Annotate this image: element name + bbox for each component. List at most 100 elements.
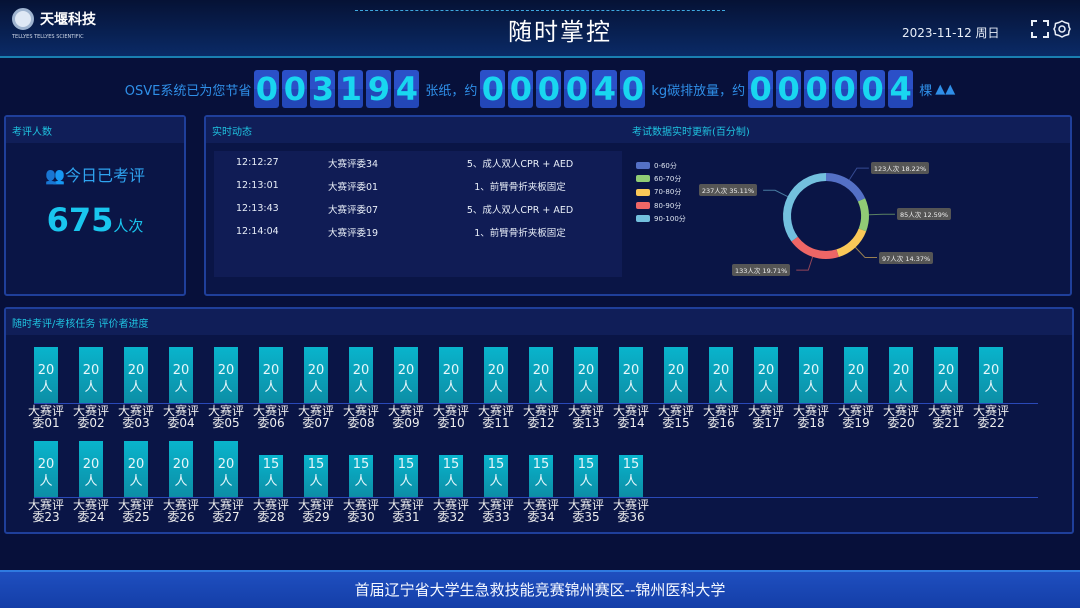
logo-mark-icon [12,8,34,30]
logo-text: 天堰科技 [40,12,96,28]
donut-slice[interactable] [826,173,866,202]
progress-bar[interactable]: 20 人 [169,441,193,497]
bar-label: 大赛评 委05 [207,404,244,430]
bar-unit: 人 [354,473,368,489]
counter-digit: 4 [888,70,914,108]
bar-label: 大赛评 委10 [432,404,469,430]
bar-unit: 人 [219,379,233,395]
bar-label: 大赛评 委23 [27,498,64,524]
progress-bar[interactable]: 20 人 [934,347,958,403]
bar-unit: 人 [579,379,593,395]
counter-digit: 1 [338,70,364,108]
bar-label: 大赛评 委36 [612,498,649,524]
progress-bar[interactable]: 20 人 [259,347,283,403]
legend-label: 0-60分 [654,161,677,170]
panel-title: 实时动态 [206,117,1070,143]
fullscreen-icon[interactable] [1031,20,1049,38]
chart-title: 考试数据实时更新(百分制) [632,127,750,138]
bar-label: 大赛评 委31 [387,498,424,524]
progress-bar[interactable]: 20 人 [79,347,103,403]
progress-bar[interactable]: 15 人 [484,455,508,497]
bar-label: 大赛评 委32 [432,498,469,524]
bar-value: 20 [937,363,955,378]
bar-label: 大赛评 委02 [72,404,109,430]
progress-bar[interactable]: 20 人 [799,347,823,403]
bar-label: 大赛评 委27 [207,498,244,524]
bar-value: 20 [397,363,415,378]
progress-bar[interactable]: 15 人 [259,455,283,497]
progress-bar[interactable]: 20 人 [484,347,508,403]
bar-unit: 人 [669,379,683,395]
progress-bar[interactable]: 20 人 [214,347,238,403]
bar-value: 20 [622,363,640,378]
progress-bar[interactable]: 20 人 [754,347,778,403]
progress-bar[interactable]: 20 人 [169,347,193,403]
bar-value: 20 [82,457,100,472]
progress-bar[interactable]: 20 人 [214,441,238,497]
bar-unit: 人 [264,379,278,395]
progress-bar[interactable]: 15 人 [349,455,373,497]
progress-bar[interactable]: 15 人 [574,455,598,497]
legend-swatch [636,202,650,210]
legend-item: 90-100分 [636,212,686,225]
progress-bar[interactable]: 20 人 [664,347,688,403]
progress-bar[interactable]: 15 人 [619,455,643,497]
bar-value: 15 [262,457,280,472]
progress-bar[interactable]: 20 人 [619,347,643,403]
progress-bar[interactable]: 15 人 [304,455,328,497]
bar-value: 20 [172,457,190,472]
chart-legend: 0-60分 60-70分 70-80分 80-90分 90-100分 [636,159,686,225]
progress-bar[interactable]: 20 人 [709,347,733,403]
bar-label: 大赛评 委07 [297,404,334,430]
progress-bar[interactable]: 15 人 [439,455,463,497]
logo: 天堰科技 TELLYES TELLYES SCIENTIFIC [12,8,96,40]
counter-digit: 0 [832,70,858,108]
progress-bar[interactable]: 20 人 [574,347,598,403]
progress-bar[interactable]: 20 人 [439,347,463,403]
counter-digit: 0 [620,70,646,108]
legend-swatch [636,188,650,196]
donut-slice[interactable] [791,236,839,259]
settings-icon[interactable] [1053,20,1071,38]
donut-slice[interactable] [783,173,826,242]
bar-value: 15 [577,457,595,472]
feed-cell: 1、前臂骨折夹板固定 [474,181,566,193]
bar-label: 大赛评 委04 [162,404,199,430]
counter-digit: 0 [564,70,590,108]
progress-bar[interactable]: 20 人 [34,347,58,403]
progress-bar[interactable]: 20 人 [79,441,103,497]
progress-bar[interactable]: 20 人 [304,347,328,403]
progress-bar[interactable]: 20 人 [124,347,148,403]
bar-unit: 人 [534,473,548,489]
legend-label: 80-90分 [654,201,682,210]
feed-row: 12:12:27 大赛评委34 5、成人双人CPR + AED [214,151,622,174]
progress-bar[interactable]: 20 人 [34,441,58,497]
progress-bar[interactable]: 20 人 [889,347,913,403]
progress-bar[interactable]: 20 人 [844,347,868,403]
bar-unit: 人 [39,379,53,395]
progress-bar[interactable]: 20 人 [349,347,373,403]
bar-value: 20 [217,363,235,378]
progress-bar[interactable]: 20 人 [979,347,1003,403]
progress-bar[interactable]: 20 人 [124,441,148,497]
progress-bar[interactable]: 15 人 [529,455,553,497]
paper-unit: 张纸，约 [425,83,478,99]
bar-unit: 人 [939,379,953,395]
progress-bar[interactable]: 20 人 [394,347,418,403]
feed-cell: 大赛评委07 [328,204,379,216]
bar-unit: 人 [399,379,413,395]
bar-label: 大赛评 委08 [342,404,379,430]
bar-unit: 人 [84,473,98,489]
bar-unit: 人 [804,379,818,395]
progress-bar[interactable]: 20 人 [529,347,553,403]
donut-slice[interactable] [857,198,869,232]
legend-label: 70-80分 [654,188,682,197]
bar-value: 20 [847,363,865,378]
bar-unit: 人 [84,379,98,395]
bar-unit: 人 [264,473,278,489]
progress-bar[interactable]: 15 人 [394,455,418,497]
donut-slice[interactable] [836,228,867,258]
bar-label: 大赛评 委25 [117,498,154,524]
bar-unit: 人 [129,473,143,489]
